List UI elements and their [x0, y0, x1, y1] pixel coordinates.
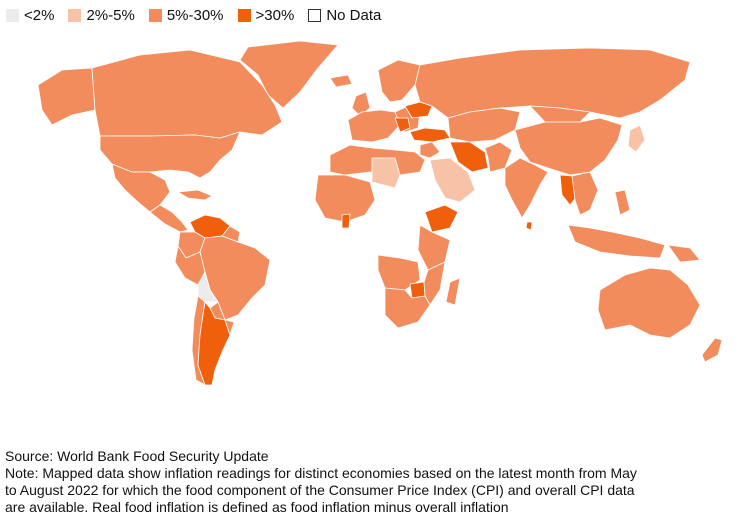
legend-swatch-over-30 [237, 8, 251, 22]
region-iran [449, 141, 489, 173]
map-legend: <2% 2%-5% 5%-30% >30% No Data [6, 5, 381, 25]
region-central-america [149, 204, 189, 233]
region-central-africa-no-data [367, 221, 421, 259]
map-notes: Source: World Bank Food Security Update … [5, 448, 745, 516]
region-greenland [239, 40, 339, 109]
region-turkey [409, 127, 451, 143]
legend-label-no-data: No Data [326, 6, 382, 24]
legend-swatch-5-30 [148, 8, 162, 22]
legend-item-no-data: No Data [308, 7, 381, 24]
region-iceland [329, 74, 353, 88]
legend-label-2-5: 2%-5% [86, 6, 135, 24]
legend-item-under-2: <2% [6, 7, 54, 24]
region-alaska [37, 67, 96, 126]
region-philippines [614, 189, 631, 216]
region-japan [627, 124, 646, 153]
note-line-3: are available. Real food inflation is de… [5, 499, 509, 515]
region-new-zealand [701, 337, 723, 363]
region-zimbabwe [409, 281, 426, 299]
region-indonesia [567, 224, 666, 259]
region-caribbean [177, 189, 213, 201]
region-ghana [341, 213, 351, 229]
region-australia [597, 267, 701, 339]
legend-swatch-no-data [308, 8, 322, 22]
world-map [0, 30, 750, 430]
legend-label-5-30: 5%-30% [166, 6, 224, 24]
legend-item-5-30: 5%-30% [148, 6, 224, 24]
region-south-africa [384, 287, 431, 329]
source-text: Source: World Bank Food Security Update [5, 448, 269, 464]
region-western-europe [347, 109, 401, 143]
region-papua [667, 244, 701, 263]
region-somalia-no-data [449, 211, 469, 241]
region-ukraine [404, 101, 433, 119]
legend-swatch-2-5 [68, 8, 82, 22]
note-line-1: Note: Mapped data show inflation reading… [5, 465, 637, 481]
region-mongolia [529, 105, 591, 123]
region-balkans [394, 117, 411, 133]
region-arabia [429, 157, 476, 203]
region-argentina [197, 301, 231, 386]
legend-label-over-30: >30% [255, 6, 295, 24]
region-scandinavia [377, 59, 421, 103]
region-madagascar [445, 277, 461, 306]
region-southeast-asia [571, 171, 599, 216]
region-russia [414, 47, 691, 119]
region-sri-lanka [525, 221, 533, 231]
region-west-africa [314, 174, 376, 223]
region-levant [419, 141, 441, 159]
region-libya [371, 157, 401, 189]
legend-swatch-under-2 [6, 8, 19, 22]
legend-item-over-30: >30% [237, 6, 295, 24]
note-line-2: to August 2022 for which the food compon… [5, 482, 635, 498]
region-uruguay [224, 319, 235, 336]
region-china [514, 117, 623, 176]
legend-label-under-2: <2% [24, 6, 55, 24]
world-map-svg [37, 40, 723, 386]
region-india [504, 157, 549, 219]
legend-item-2-5: 2%-5% [68, 6, 135, 24]
